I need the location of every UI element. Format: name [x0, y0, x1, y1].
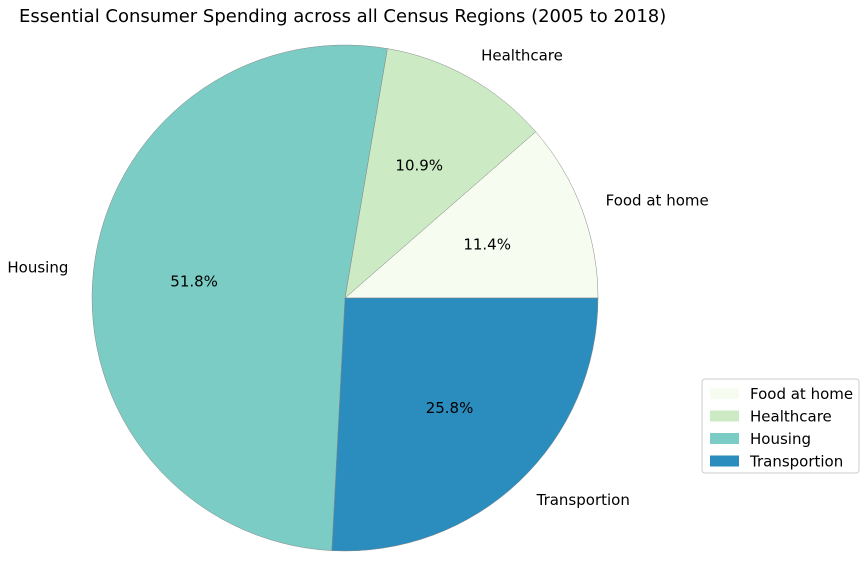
pie-slice-healthcare [344, 48, 537, 299]
pct-label-transportion: 25.8% [426, 399, 474, 417]
legend-swatch-healthcare [710, 410, 739, 422]
legend-label-food-at-home: Food at home [750, 385, 853, 403]
chart-title: Essential Consumer Spending across all C… [19, 6, 666, 27]
legend-swatch-food-at-home [710, 388, 739, 399]
pct-label-housing: 51.8% [170, 272, 218, 290]
legend-label-housing: Housing [750, 430, 811, 448]
pie-slice-housing [91, 44, 388, 551]
legend-label-transportion: Transportion [749, 453, 843, 471]
legend: Food at home Healthcare Housing Transportio… [701, 378, 860, 474]
slice-label-housing: Housing [7, 258, 68, 276]
pct-label-food-at-home: 11.4% [463, 236, 511, 254]
pct-label-healthcare: 10.9% [395, 157, 443, 175]
pie-slices [91, 44, 599, 552]
pie-labels: 11.4% Food at home 10.9% Healthcare 51.8% Hou… [7, 46, 708, 509]
slice-label-transportion: Transportion [536, 491, 630, 509]
legend-swatch-transportion [710, 455, 739, 467]
legend-swatch-housing [710, 433, 739, 444]
legend-frame [701, 378, 860, 474]
legend-label-healthcare: Healthcare [750, 408, 832, 426]
slice-label-healthcare: Healthcare [481, 46, 563, 64]
pie-slice-food-at-home [344, 131, 599, 299]
slice-label-food-at-home: Food at home [606, 191, 709, 209]
pie-slice-transportion [331, 297, 599, 552]
